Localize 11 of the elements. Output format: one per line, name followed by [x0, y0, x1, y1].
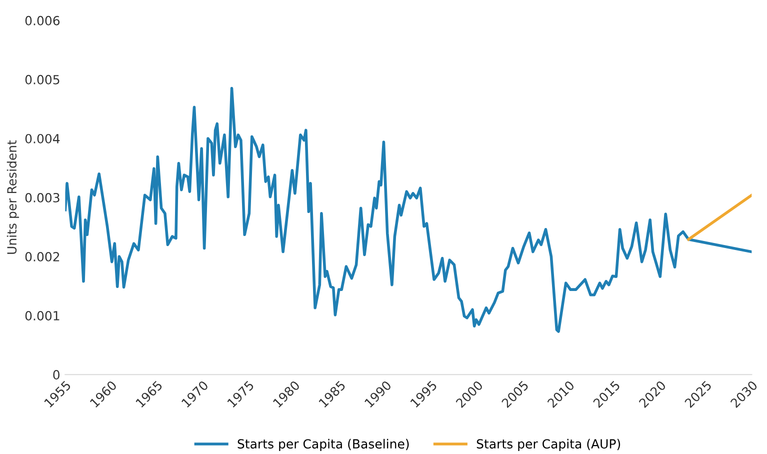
legend-label: Starts per Capita (Baseline) [238, 438, 409, 452]
y-tick-label: 0.003 [25, 192, 60, 202]
line-series [65, 86, 752, 333]
y-tick-label: 0.006 [25, 16, 60, 26]
y-tick-label: 0.002 [25, 252, 60, 262]
legend-label: Starts per Capita (AUP) [476, 438, 620, 452]
y-tick-label: 0.004 [25, 134, 60, 144]
y-tick-label: 0.001 [25, 311, 60, 320]
y-axis-title: Units per Resident [6, 140, 19, 254]
y-tick-label: 0 [53, 370, 60, 380]
y-tick-label: 0.005 [25, 74, 60, 84]
